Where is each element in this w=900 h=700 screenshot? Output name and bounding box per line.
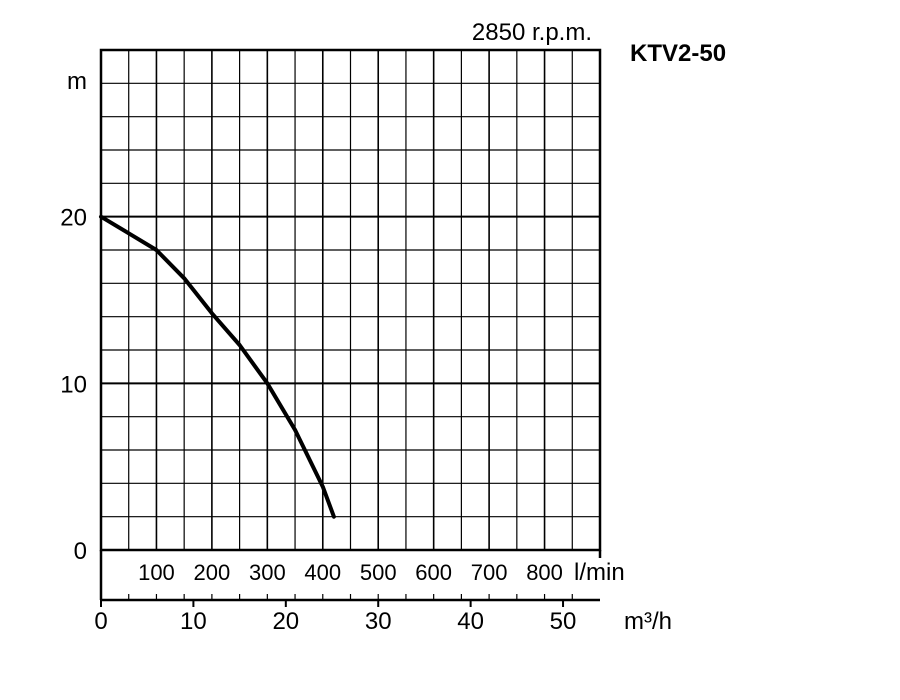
lmin-tick-label: 600 [415, 560, 452, 585]
lmin-tick-label: 400 [304, 560, 341, 585]
lmin-tick-label: 500 [360, 560, 397, 585]
chart-subtitle: 2850 r.p.m. [472, 19, 592, 46]
m3h-tick-label: 40 [457, 608, 484, 635]
lmin-axis-label: l/min [574, 559, 625, 586]
m3h-tick-label: 30 [365, 608, 392, 635]
pump-curve [99, 214, 336, 519]
plot-frame [99, 48, 602, 607]
y-tick-label: 10 [60, 371, 87, 398]
grid [101, 50, 600, 550]
series-group [99, 214, 336, 519]
y-tick-label: 0 [74, 538, 87, 565]
lmin-tick-label: 300 [249, 560, 286, 585]
y-axis-label: m [67, 68, 87, 95]
m3h-tick-label: 0 [94, 608, 107, 635]
lmin-tick-label: 700 [471, 560, 508, 585]
m3h-tick-label: 20 [272, 608, 299, 635]
lmin-tick-label: 100 [138, 560, 175, 585]
m3h-tick-label: 50 [550, 608, 577, 635]
lmin-tick-label: 200 [194, 560, 231, 585]
labels-group: KTV2-50 2850 r.p.m. m l/min m³/h 0 10 20 10… [60, 19, 726, 635]
plot-border [99, 48, 602, 552]
lmin-tick-label: 800 [526, 560, 563, 585]
m3h-axis-label: m³/h [624, 608, 672, 635]
y-tick-label: 20 [60, 205, 87, 232]
chart-title: KTV2-50 [630, 40, 726, 67]
m3h-tick-label: 10 [180, 608, 207, 635]
